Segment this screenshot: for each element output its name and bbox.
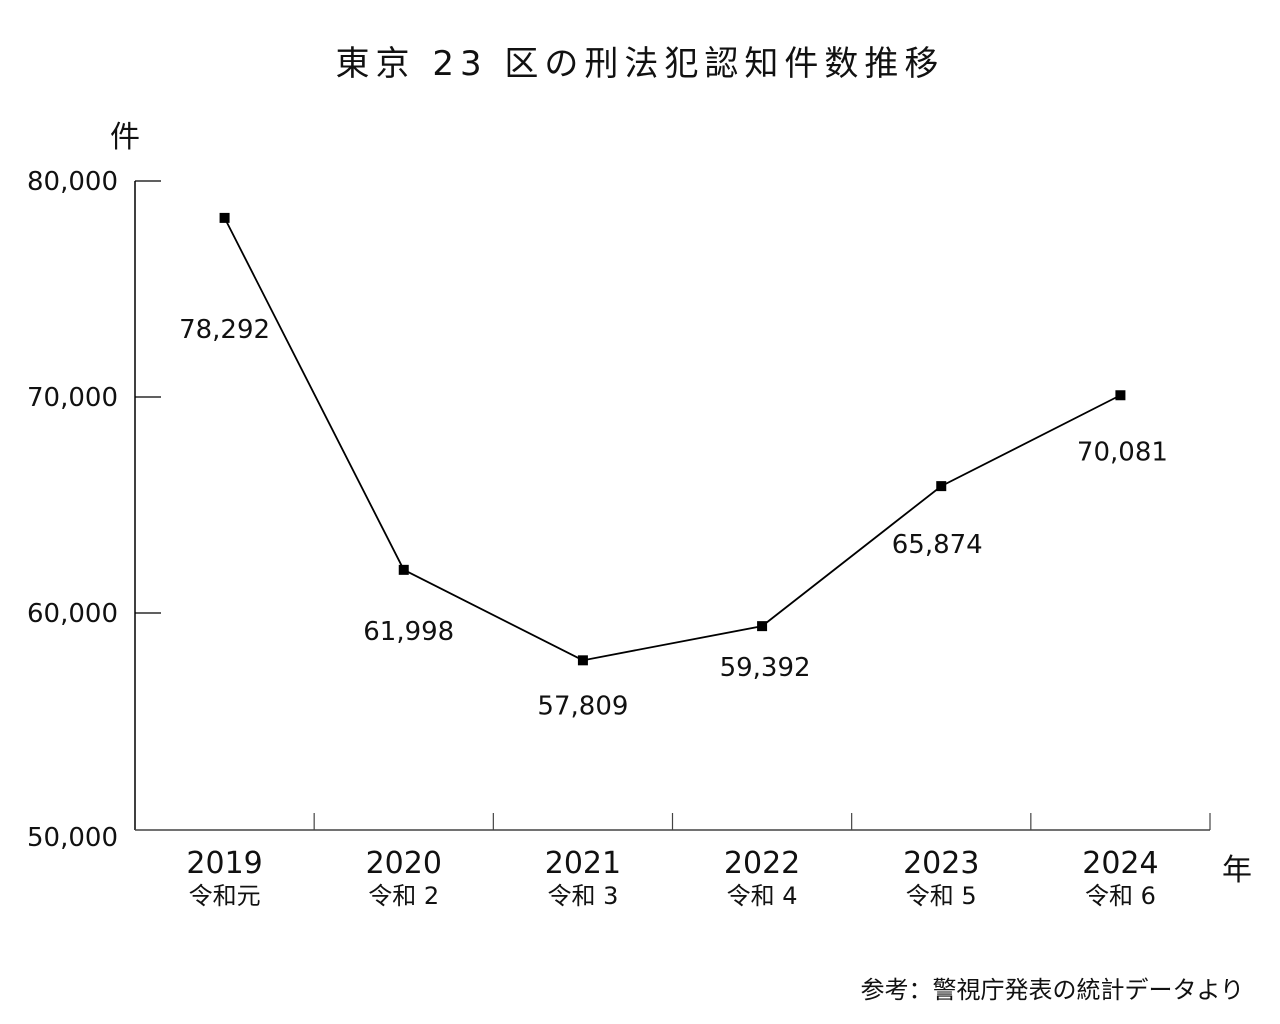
x-category-year: 2024 <box>1082 846 1158 881</box>
x-category-era: 令和 2 <box>368 882 439 910</box>
source-note: 参考：警視庁発表の統計データより <box>860 976 1244 1004</box>
data-series: 78,292 61,998 57,809 59,392 65,874 70,081 <box>179 212 1168 721</box>
y-tick-label: 70,000 <box>27 383 118 413</box>
x-category-year: 2021 <box>545 846 621 881</box>
x-axis-unit-label: 年 <box>1222 853 1252 888</box>
axes <box>134 181 1210 831</box>
data-point-marker <box>577 655 588 666</box>
data-point-marker <box>936 481 947 492</box>
x-category-era: 令和 6 <box>1085 882 1156 910</box>
data-point-label: 59,392 <box>720 653 811 683</box>
y-axis-ticks: 50,000 60,000 70,000 80,000 <box>27 167 161 853</box>
x-category-year: 2020 <box>366 846 442 881</box>
x-category-era: 令和元 <box>189 882 261 910</box>
data-point-label: 61,998 <box>363 617 454 647</box>
x-category-year: 2023 <box>903 846 979 881</box>
data-point-label: 57,809 <box>537 691 628 721</box>
data-point-label: 70,081 <box>1077 437 1168 467</box>
data-point-marker <box>398 564 409 575</box>
x-category-era: 令和 3 <box>547 882 618 910</box>
data-point-label: 65,874 <box>892 530 983 560</box>
y-tick-label: 50,000 <box>27 823 118 853</box>
x-category-era: 令和 4 <box>727 882 798 910</box>
y-tick-label: 60,000 <box>27 599 118 629</box>
data-point-label: 78,292 <box>179 315 270 345</box>
chart-title: 東京 23 区の刑法犯認知件数推移 <box>335 44 945 84</box>
data-point-marker <box>1115 390 1126 401</box>
x-category-era: 令和 5 <box>906 882 977 910</box>
x-category-year: 2019 <box>186 846 262 881</box>
y-tick-label: 80,000 <box>27 167 118 197</box>
data-point-marker <box>757 621 768 632</box>
y-axis-unit-label: 件 <box>110 120 140 155</box>
data-point-marker <box>219 212 230 223</box>
x-category-year: 2022 <box>724 846 800 881</box>
series-line <box>223 217 1121 662</box>
